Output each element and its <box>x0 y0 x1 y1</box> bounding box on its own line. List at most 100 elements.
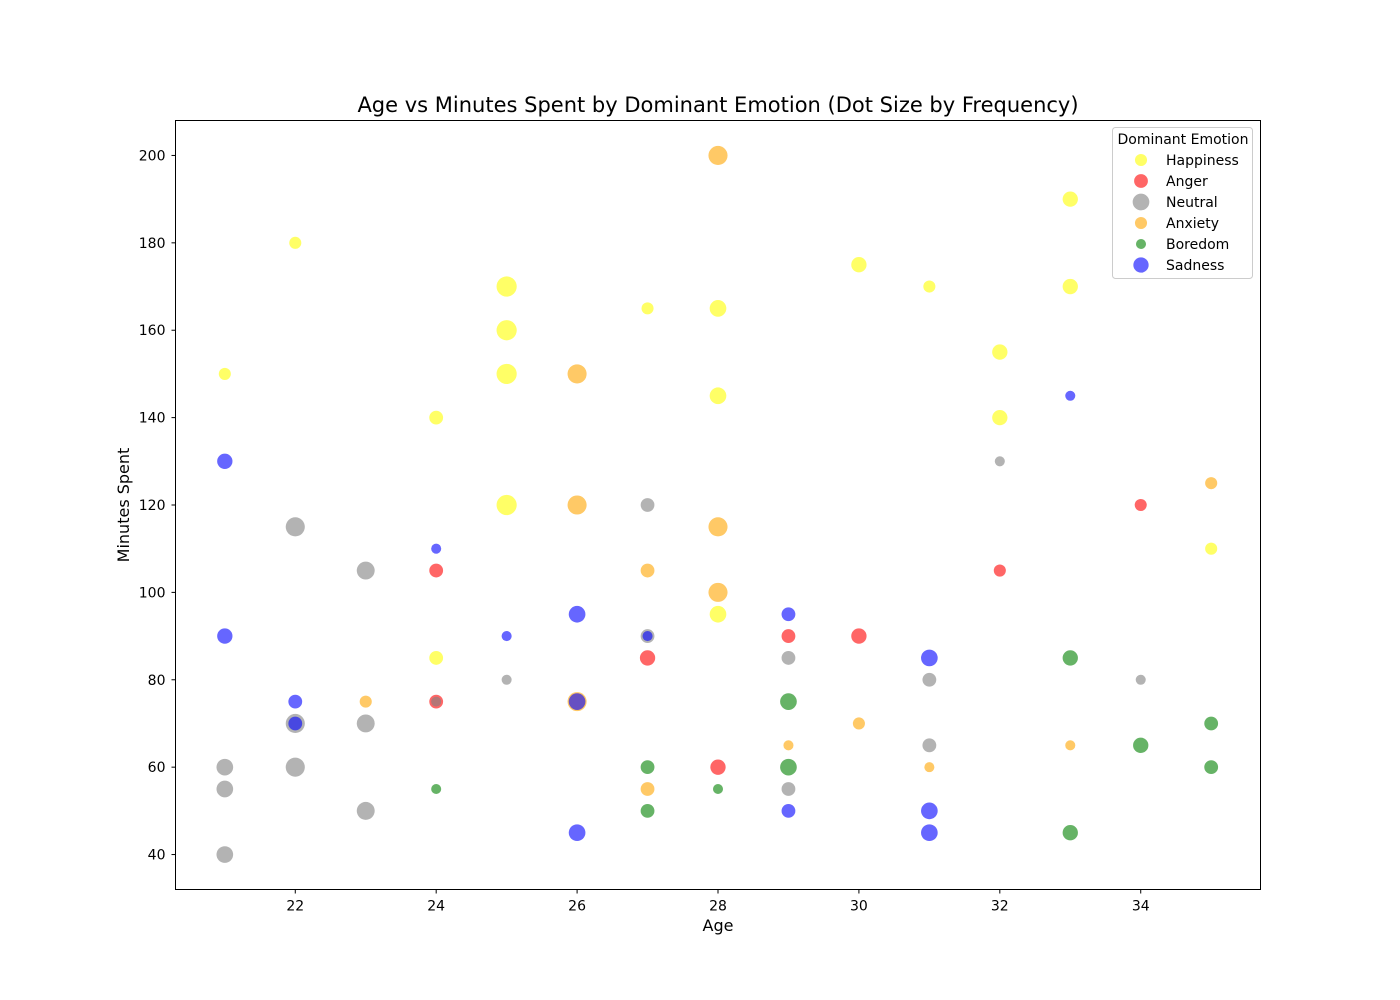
point-happiness-4 <box>496 276 517 297</box>
y-tick-label-8: 200 <box>139 148 166 164</box>
legend-label-happiness: Happiness <box>1166 153 1239 169</box>
point-sadness-13 <box>921 802 938 820</box>
point-happiness-10 <box>709 387 727 405</box>
y-axis-label: Minutes Spent <box>114 448 133 563</box>
point-anxiety-0 <box>359 695 372 708</box>
point-boredom-9 <box>1204 716 1219 731</box>
legend-label-boredom: Boredom <box>1166 237 1229 253</box>
point-happiness-3 <box>429 651 444 665</box>
point-anxiety-4 <box>640 563 655 578</box>
point-anxiety-6 <box>708 145 728 166</box>
point-neutral-11 <box>640 498 655 512</box>
point-sadness-1 <box>217 628 233 644</box>
legend-entries: Happiness Anger Neutral Anxiety Boredom Sadne… <box>1132 153 1239 274</box>
point-sadness-0 <box>217 453 233 469</box>
point-happiness-17 <box>1062 278 1078 295</box>
point-sadness-15 <box>1065 390 1076 401</box>
point-neutral-10 <box>501 674 512 685</box>
point-anger-0 <box>429 563 444 578</box>
point-sadness-5 <box>501 631 512 642</box>
point-boredom-10 <box>1204 760 1219 775</box>
point-sadness-10 <box>781 607 796 622</box>
point-neutral-18 <box>1135 674 1146 685</box>
y-tick-label-4: 120 <box>139 498 166 514</box>
point-happiness-12 <box>851 257 867 273</box>
point-boredom-7 <box>1062 825 1078 841</box>
point-sadness-3 <box>288 716 303 731</box>
legend-label-anxiety: Anxiety <box>1166 216 1219 232</box>
x-tick-label-2: 26 <box>568 899 586 915</box>
point-boredom-0 <box>431 783 442 795</box>
y-tick-label-3: 100 <box>139 585 166 601</box>
x-axis-label: Age <box>703 916 734 935</box>
y-tick-label-5: 140 <box>139 411 166 427</box>
point-happiness-13 <box>923 280 936 293</box>
point-boredom-8 <box>1133 737 1149 753</box>
y-tick-label-0: 40 <box>148 848 166 864</box>
point-anxiety-10 <box>852 717 865 730</box>
legend-marker-neutral <box>1132 193 1150 211</box>
point-neutral-1 <box>216 780 234 798</box>
point-neutral-2 <box>216 846 234 863</box>
point-anger-4 <box>781 629 796 643</box>
y-tick-label-2: 80 <box>148 673 166 689</box>
chart-title: Age vs Minutes Spent by Dominant Emotion… <box>357 93 1078 117</box>
y-tick-label-6: 160 <box>139 323 166 339</box>
point-happiness-11 <box>709 605 727 623</box>
point-anger-2 <box>639 650 656 666</box>
x-tick-label-1: 24 <box>427 899 445 915</box>
point-sadness-6 <box>568 605 586 623</box>
point-neutral-6 <box>356 561 375 580</box>
y-axis-ticks: 40 60 80 100 120 140 160 180 200 <box>139 148 176 864</box>
point-sadness-9 <box>642 631 653 642</box>
point-sadness-8 <box>568 824 586 842</box>
point-happiness-14 <box>992 344 1008 360</box>
point-anxiety-1 <box>567 364 587 384</box>
point-boredom-1 <box>640 760 655 775</box>
point-happiness-16 <box>1062 191 1078 207</box>
point-happiness-7 <box>496 494 517 516</box>
point-neutral-7 <box>356 714 375 733</box>
point-boredom-4 <box>780 693 797 710</box>
point-anger-3 <box>710 759 726 775</box>
point-happiness-2 <box>429 410 444 425</box>
point-anxiety-7 <box>708 517 728 537</box>
point-neutral-14 <box>781 782 796 796</box>
point-happiness-0 <box>218 367 231 380</box>
legend-marker-anxiety <box>1134 216 1148 230</box>
legend-marker-happiness <box>1134 153 1148 167</box>
point-neutral-17 <box>994 456 1005 467</box>
point-neutral-8 <box>356 801 375 820</box>
legend-marker-sadness <box>1133 257 1149 273</box>
point-neutral-3 <box>285 517 305 537</box>
point-happiness-18 <box>1205 542 1218 555</box>
x-axis-ticks: 22 24 26 28 30 32 34 <box>286 889 1150 915</box>
point-neutral-5 <box>285 757 305 777</box>
point-anxiety-2 <box>567 495 587 515</box>
point-neutral-15 <box>922 672 937 687</box>
points-layer <box>216 145 1219 863</box>
x-tick-label-5: 32 <box>991 899 1009 915</box>
legend-label-anger: Anger <box>1166 174 1208 190</box>
point-anger-5 <box>851 628 867 644</box>
y-tick-label-7: 180 <box>139 236 166 252</box>
legend-marker-boredom <box>1135 238 1147 250</box>
legend-box <box>1112 127 1253 279</box>
point-boredom-6 <box>1062 650 1078 666</box>
x-tick-label-0: 22 <box>286 899 304 915</box>
point-neutral-16 <box>922 738 937 753</box>
point-boredom-5 <box>780 758 797 776</box>
point-anger-7 <box>1134 498 1147 512</box>
point-anxiety-8 <box>708 582 728 602</box>
point-happiness-8 <box>641 302 654 315</box>
point-sadness-11 <box>781 803 796 818</box>
point-anxiety-12 <box>1065 740 1076 751</box>
point-anger-6 <box>993 564 1006 577</box>
x-tick-label-4: 30 <box>850 899 868 915</box>
point-anxiety-5 <box>640 782 655 796</box>
point-happiness-5 <box>496 320 517 341</box>
legend-marker-anger <box>1134 174 1148 188</box>
legend-title: Dominant Emotion <box>1117 132 1248 148</box>
legend-label-sadness: Sadness <box>1166 258 1224 274</box>
